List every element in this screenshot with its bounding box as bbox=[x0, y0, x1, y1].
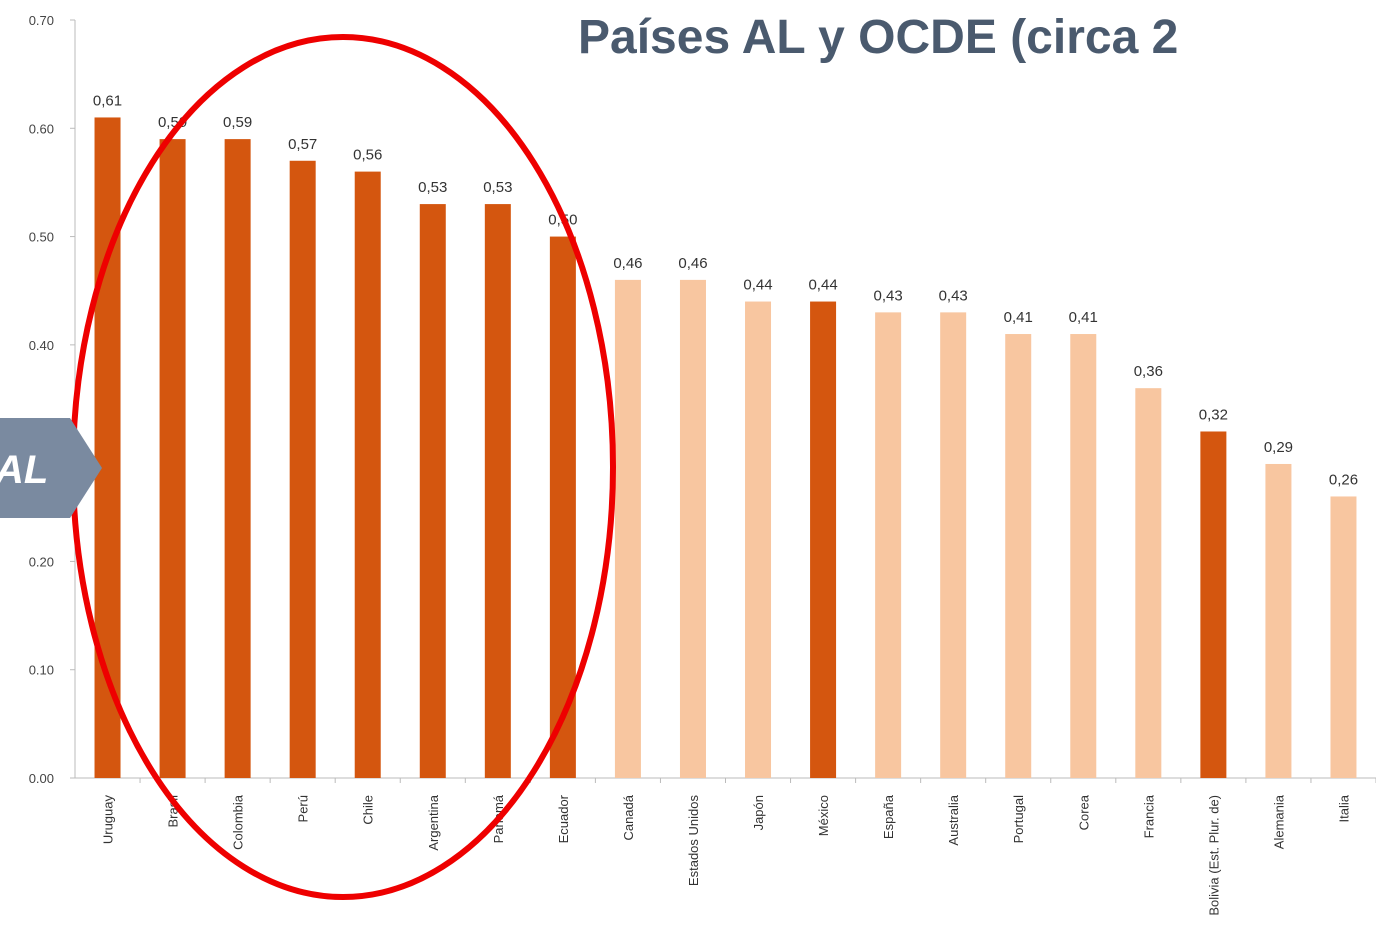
data-label: 0,61 bbox=[93, 92, 122, 109]
bar bbox=[614, 279, 641, 778]
x-tick-label: Portugal bbox=[1011, 795, 1026, 844]
bar bbox=[419, 204, 446, 779]
data-label: 0,46 bbox=[613, 255, 642, 272]
bar bbox=[159, 139, 186, 779]
data-label: 0,56 bbox=[353, 147, 382, 164]
y-tick-label: 0.60 bbox=[29, 121, 54, 136]
data-label: 0,41 bbox=[1004, 309, 1033, 326]
x-tick-label: Bolivia (Est. Plur. de) bbox=[1206, 795, 1221, 916]
x-tick-label: Australia bbox=[946, 794, 961, 845]
x-tick-label: Corea bbox=[1076, 794, 1091, 830]
x-tick-label: Japón bbox=[751, 795, 766, 830]
bar bbox=[1200, 431, 1227, 778]
bar bbox=[354, 171, 381, 779]
data-label: 0,41 bbox=[1069, 309, 1098, 326]
data-label: 0,44 bbox=[743, 277, 772, 294]
annotation: AL bbox=[0, 448, 48, 492]
y-tick-label: 0.10 bbox=[29, 663, 54, 678]
bar bbox=[745, 301, 772, 778]
y-tick-label: 0.20 bbox=[29, 554, 54, 569]
x-tick-label: Alemania bbox=[1271, 794, 1286, 849]
bar bbox=[549, 236, 576, 779]
y-tick-label: 0.70 bbox=[29, 13, 54, 28]
bar bbox=[289, 160, 316, 778]
bar bbox=[810, 301, 837, 778]
bar bbox=[679, 279, 706, 778]
bar bbox=[940, 312, 967, 778]
bar bbox=[1330, 496, 1357, 778]
bar bbox=[1265, 463, 1292, 778]
x-tick-label: Colombia bbox=[231, 794, 246, 850]
data-label: 0,57 bbox=[288, 136, 317, 153]
x-tick-label: Canadá bbox=[621, 794, 636, 840]
x-tick-label: Argentina bbox=[426, 794, 441, 850]
data-label: 0,29 bbox=[1264, 439, 1293, 456]
data-label: 0,26 bbox=[1329, 471, 1358, 488]
chart-title: Países AL y OCDE (circa 2 bbox=[578, 11, 1178, 64]
x-tick-label: México bbox=[816, 795, 831, 836]
bar bbox=[875, 312, 902, 778]
y-tick-label: 0.50 bbox=[29, 230, 54, 245]
data-label: 0,36 bbox=[1134, 363, 1163, 380]
x-tick-label: Francia bbox=[1141, 794, 1156, 838]
x-tick-label: Italia bbox=[1336, 794, 1351, 822]
bar bbox=[1070, 334, 1097, 778]
data-label: 0,32 bbox=[1199, 406, 1228, 423]
data-label: 0,44 bbox=[808, 277, 837, 294]
data-label: 0,43 bbox=[874, 287, 903, 304]
data-label: 0,59 bbox=[223, 114, 252, 131]
y-tick-label: 0.40 bbox=[29, 338, 54, 353]
x-tick-label: Chile bbox=[361, 795, 376, 825]
data-label: 0,53 bbox=[418, 179, 447, 196]
bar bbox=[224, 139, 251, 779]
x-tick-label: España bbox=[881, 794, 896, 839]
x-tick-label: Ecuador bbox=[556, 794, 571, 843]
x-tick-label: Uruguay bbox=[101, 795, 116, 845]
highlight-ellipse bbox=[70, 34, 616, 900]
data-label: 0,53 bbox=[483, 179, 512, 196]
data-label: 0,43 bbox=[939, 287, 968, 304]
y-tick-label: 0.00 bbox=[29, 771, 54, 786]
x-tick-label: Perú bbox=[296, 795, 311, 822]
bar bbox=[1005, 334, 1032, 778]
bar bbox=[1135, 388, 1162, 778]
x-tick-label: Estados Unidos bbox=[686, 795, 701, 887]
data-label: 0,46 bbox=[678, 255, 707, 272]
annotation-arrow bbox=[0, 418, 102, 518]
bar bbox=[484, 204, 511, 779]
